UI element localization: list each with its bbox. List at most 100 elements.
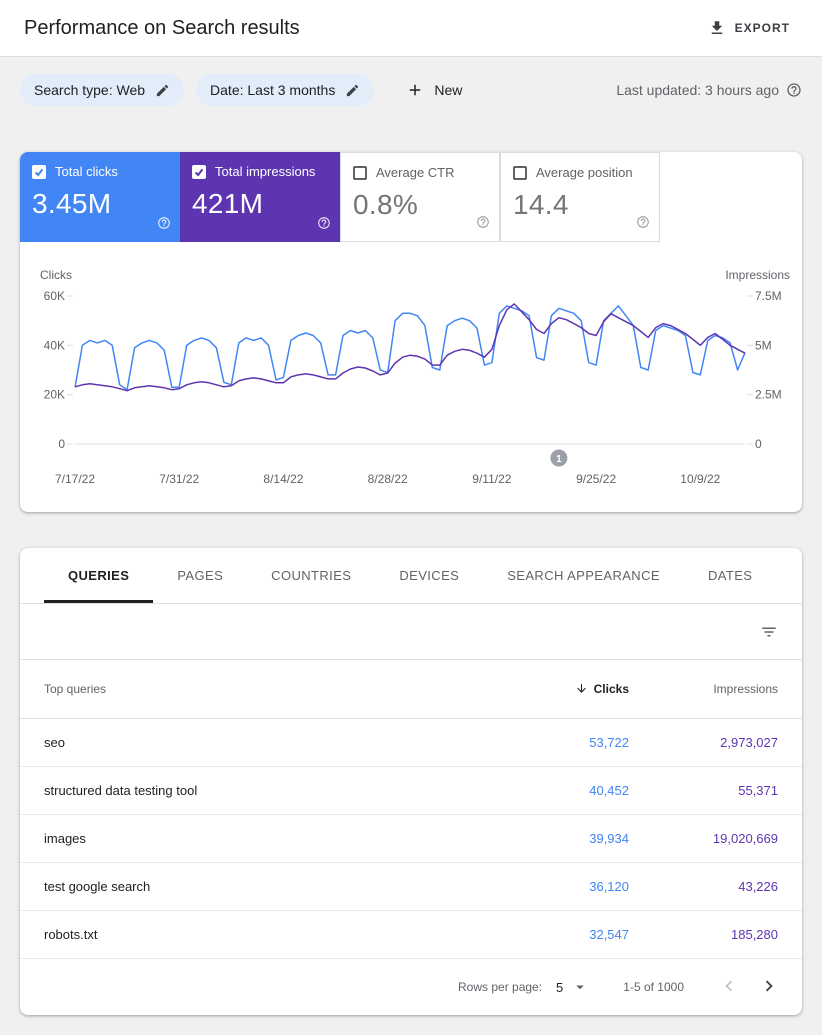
series-clicks xyxy=(74,305,746,391)
help-icon[interactable] xyxy=(157,216,171,235)
tab-dates[interactable]: DATES xyxy=(707,568,753,583)
queries-table: Top queries Clicks Impressions seo 53,72… xyxy=(20,660,802,959)
svg-text:5M: 5M xyxy=(755,338,772,352)
svg-text:40K: 40K xyxy=(44,338,65,352)
clicks-cell: 32,547 xyxy=(480,910,630,959)
query-cell[interactable]: robots.txt xyxy=(20,910,480,959)
query-cell[interactable]: seo xyxy=(20,718,480,767)
svg-text:1: 1 xyxy=(556,454,562,465)
checkbox-checked-icon[interactable] xyxy=(32,164,46,179)
tab-countries[interactable]: COUNTRIES xyxy=(271,568,352,583)
metric-average-position[interactable]: Average position 14.4 xyxy=(500,152,660,242)
checkbox-unchecked-icon[interactable] xyxy=(513,165,527,180)
date-range-chip[interactable]: Date: Last 3 months xyxy=(196,74,375,106)
metric-label: Total clicks xyxy=(55,164,118,179)
metric-label: Total impressions xyxy=(215,164,316,179)
svg-text:20K: 20K xyxy=(44,388,65,402)
metric-value: 421M xyxy=(192,188,264,219)
metric-total-impressions[interactable]: Total impressions 421M xyxy=(180,152,340,242)
svg-text:7.5M: 7.5M xyxy=(755,289,782,303)
impressions-cell: 19,020,669 xyxy=(630,814,802,863)
performance-chart[interactable]: Clicks Impressions 0 20K 40K 60K 0 2.5M 5M 7.5M 7/… xyxy=(20,258,802,508)
column-header-impressions[interactable]: Impressions xyxy=(630,660,802,719)
page-title: Performance on Search results xyxy=(24,16,300,39)
svg-text:0: 0 xyxy=(58,437,65,451)
table-row[interactable]: structured data testing tool 40,452 55,3… xyxy=(20,766,802,815)
tab-pages[interactable]: PAGES xyxy=(177,568,224,583)
metric-cards: Total clicks 3.45M Total impressions 421… xyxy=(20,152,802,242)
clicks-cell: 40,452 xyxy=(480,766,630,815)
metric-label: Average CTR xyxy=(376,165,455,180)
query-cell[interactable]: test google search xyxy=(20,862,480,911)
svg-text:10/9/22: 10/9/22 xyxy=(680,472,720,486)
pagination-range: 1-5 of 1000 xyxy=(623,980,684,994)
query-cell[interactable]: structured data testing tool xyxy=(20,766,480,815)
table-row[interactable]: images 39,934 19,020,669 xyxy=(20,814,802,863)
previous-page-button[interactable] xyxy=(714,971,744,1004)
annotation-marker[interactable] xyxy=(550,449,568,467)
filter-list-icon[interactable] xyxy=(760,623,778,641)
clicks-cell: 39,934 xyxy=(480,814,630,863)
filter-bar: Search type: Web Date: Last 3 months New… xyxy=(0,57,822,106)
download-icon xyxy=(711,21,722,34)
svg-text:60K: 60K xyxy=(44,289,65,303)
svg-text:8/14/22: 8/14/22 xyxy=(263,472,303,486)
sort-descending-icon xyxy=(575,682,594,696)
date-range-chip-label: Date: Last 3 months xyxy=(210,82,336,98)
dimensions-card: QUERIES PAGES COUNTRIES DEVICES SEARCH A… xyxy=(20,548,802,1015)
dimension-tabs: QUERIES PAGES COUNTRIES DEVICES SEARCH A… xyxy=(20,548,802,604)
chevron-left-icon xyxy=(725,980,733,991)
pencil-icon[interactable] xyxy=(155,83,170,98)
help-icon[interactable] xyxy=(476,215,490,234)
table-row[interactable]: test google search 36,120 43,226 xyxy=(20,862,802,911)
export-button[interactable]: EXPORT xyxy=(700,13,798,43)
last-updated-text: Last updated: 3 hours ago xyxy=(616,82,779,98)
rows-per-page-label: Rows per page: xyxy=(458,980,543,994)
clicks-cell: 36,120 xyxy=(480,862,630,911)
svg-text:8/28/22: 8/28/22 xyxy=(368,472,408,486)
last-updated: Last updated: 3 hours ago xyxy=(616,82,802,98)
help-icon[interactable] xyxy=(636,215,650,234)
table-row[interactable]: robots.txt 32,547 185,280 xyxy=(20,910,802,959)
svg-text:Impressions: Impressions xyxy=(725,268,790,282)
metric-average-ctr[interactable]: Average CTR 0.8% xyxy=(340,152,500,242)
svg-text:Clicks: Clicks xyxy=(40,268,72,282)
svg-text:2.5M: 2.5M xyxy=(755,388,782,402)
tab-search-appearance[interactable]: SEARCH APPEARANCE xyxy=(507,568,660,583)
metric-total-clicks[interactable]: Total clicks 3.45M xyxy=(20,152,180,242)
clicks-cell: 53,722 xyxy=(480,718,630,767)
next-page-button[interactable] xyxy=(754,971,784,1004)
metric-value: 14.4 xyxy=(513,189,569,220)
svg-text:9/11/22: 9/11/22 xyxy=(472,472,511,486)
impressions-cell: 185,280 xyxy=(630,910,802,959)
new-filter-button[interactable]: New xyxy=(400,80,468,100)
tab-devices[interactable]: DEVICES xyxy=(399,568,460,583)
series-impressions xyxy=(74,303,746,392)
impressions-cell: 2,973,027 xyxy=(630,718,802,767)
impressions-cell: 43,226 xyxy=(630,862,802,911)
metric-value: 3.45M xyxy=(32,188,112,219)
metric-value: 0.8% xyxy=(353,189,419,220)
new-filter-label: New xyxy=(434,82,463,98)
pencil-icon[interactable] xyxy=(345,83,360,98)
query-cell[interactable]: images xyxy=(20,814,480,863)
help-icon[interactable] xyxy=(786,82,802,98)
svg-text:7/31/22: 7/31/22 xyxy=(159,472,199,486)
search-type-chip[interactable]: Search type: Web xyxy=(20,74,185,106)
column-header-clicks[interactable]: Clicks xyxy=(480,660,630,719)
column-header-top-queries[interactable]: Top queries xyxy=(20,660,480,719)
rows-per-page-value: 5 xyxy=(556,979,564,995)
help-icon[interactable] xyxy=(317,216,331,235)
caret-down-icon xyxy=(576,985,585,990)
search-type-chip-label: Search type: Web xyxy=(34,82,146,98)
rows-per-page-select[interactable]: 5 xyxy=(556,978,589,996)
checkbox-checked-icon[interactable] xyxy=(192,164,206,179)
metric-label: Average position xyxy=(536,165,633,180)
svg-text:7/17/22: 7/17/22 xyxy=(55,472,95,486)
performance-card: Total clicks 3.45M Total impressions 421… xyxy=(20,152,802,512)
table-row[interactable]: seo 53,722 2,973,027 xyxy=(20,718,802,767)
checkbox-unchecked-icon[interactable] xyxy=(353,165,367,180)
plus-icon xyxy=(410,84,421,96)
tab-queries[interactable]: QUERIES xyxy=(44,548,154,603)
pagination-bar: Rows per page: 5 1-5 of 1000 xyxy=(20,959,802,1016)
